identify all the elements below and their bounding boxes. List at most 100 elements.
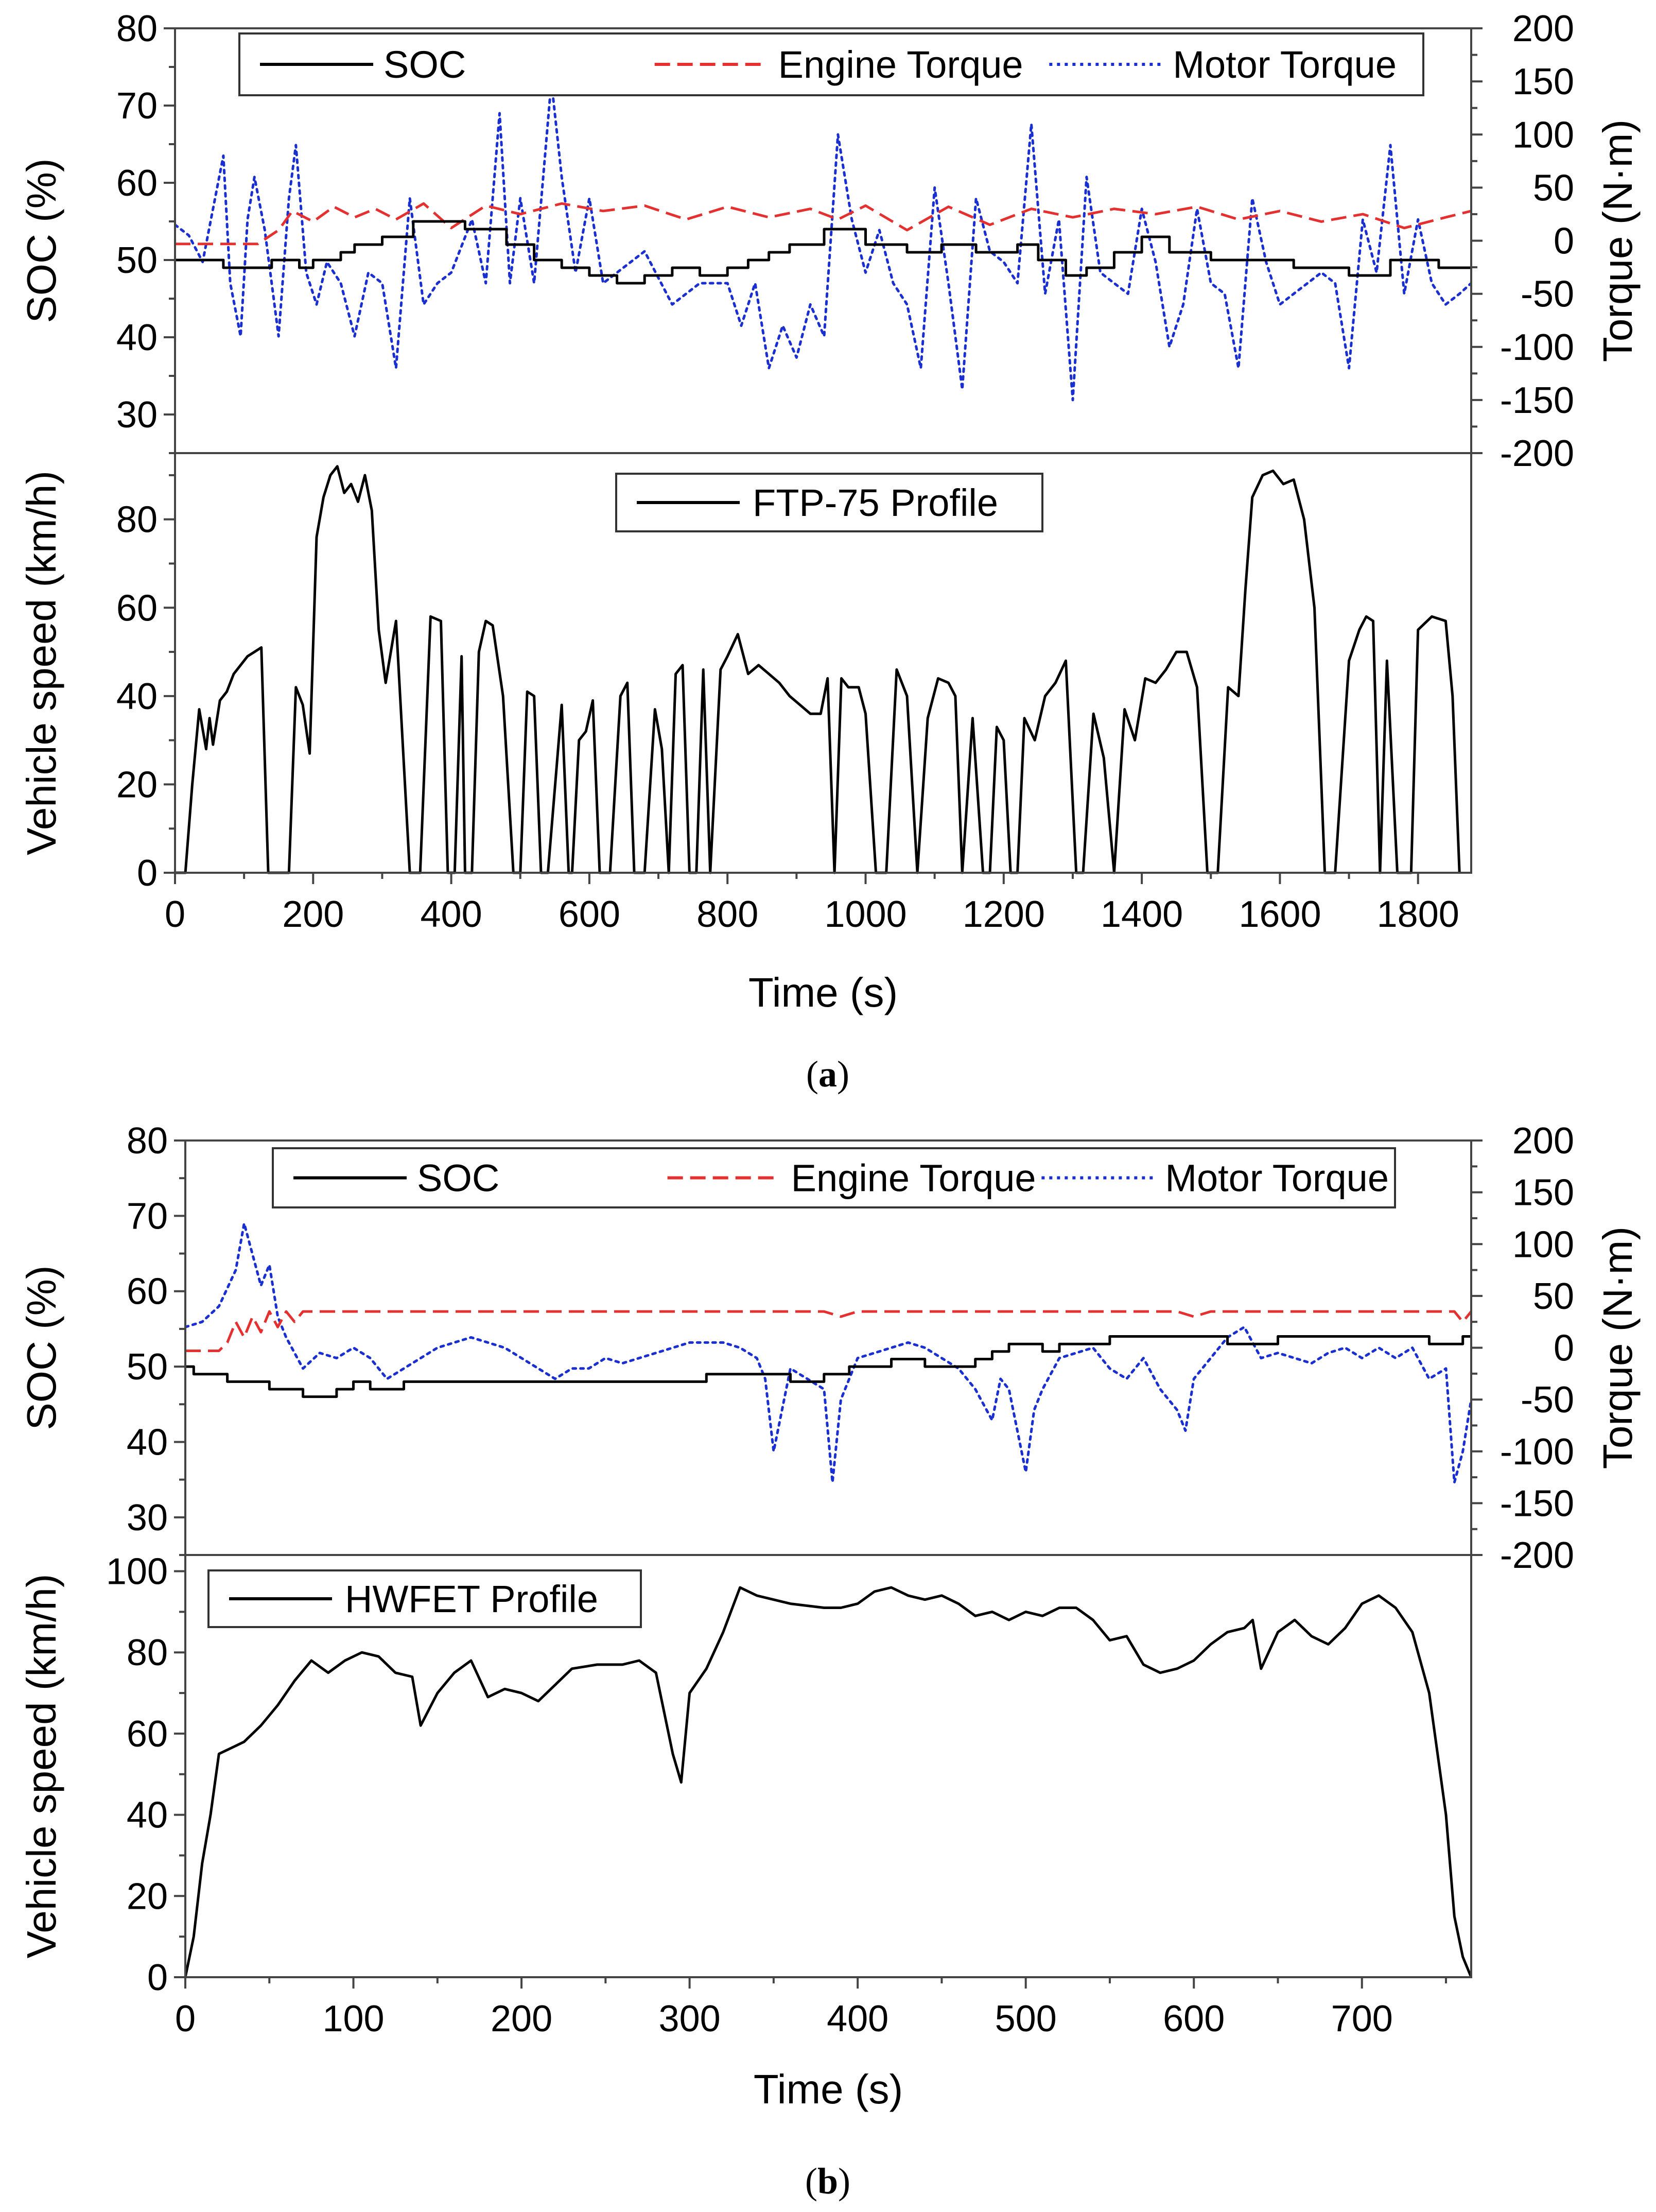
x-tick-label: 0: [165, 894, 185, 935]
torque-tick-label: -150: [1500, 380, 1574, 421]
torque-tick-label: -50: [1521, 1379, 1574, 1421]
x-tick-label: 1600: [1239, 894, 1321, 935]
soc-tick-label: 50: [116, 240, 158, 281]
bottom-series-group: [175, 465, 1461, 874]
soc-axis-title: SOC (%): [19, 159, 64, 323]
torque-axis-title: Torque (N·m): [1595, 119, 1641, 362]
chart-panel-b: 0 100 200 300 400 500 600 700304050607080-200-1…: [19, 1120, 1641, 2202]
legend-label: Motor Torque: [1165, 1157, 1389, 1200]
x-tick-label: 800: [696, 894, 758, 935]
panel-caption: (b): [805, 2161, 850, 2202]
x-tick-label: 1800: [1377, 894, 1459, 935]
x-tick-label: 500: [995, 1998, 1057, 2040]
speed-axis-title: Vehicle speed (km/h): [19, 1574, 64, 1958]
series-engine-torque: [185, 1310, 1471, 1352]
torque-tick-label: 200: [1512, 8, 1574, 49]
speed-tick-label: 0: [137, 853, 158, 894]
soc-tick-label: 60: [127, 1271, 168, 1312]
speed-tick-label: 20: [127, 1876, 168, 1917]
soc-tick-label: 30: [116, 394, 158, 436]
torque-tick-label: -200: [1500, 433, 1574, 474]
torque-tick-label: 150: [1512, 61, 1574, 102]
bottom-plot-frame: [184, 1554, 1472, 1978]
series-speed-profile: [175, 465, 1461, 874]
soc-tick-label: 80: [127, 1120, 168, 1162]
speed-tick-label: 80: [127, 1632, 168, 1673]
speed-tick-label: 40: [116, 676, 158, 717]
soc-tick-label: 70: [116, 85, 158, 127]
speed-tick-label: 60: [127, 1714, 168, 1755]
x-axis-title: Time (s): [754, 2066, 903, 2112]
soc-tick-label: 30: [127, 1497, 168, 1539]
soc-tick-label: 50: [127, 1346, 168, 1388]
series-soc: [175, 220, 1471, 285]
x-tick-label: 300: [659, 1998, 721, 2040]
soc-axis-title: SOC (%): [19, 1266, 64, 1430]
bottom-plot-frame: [174, 452, 1472, 874]
torque-tick-label: 200: [1512, 1120, 1574, 1162]
caption-paren: (: [806, 1053, 818, 1095]
caption-letter: b: [817, 2161, 838, 2202]
speed-tick-label: 100: [106, 1551, 168, 1593]
torque-tick-label: 50: [1533, 1276, 1574, 1317]
speed-tick-label: 40: [127, 1795, 168, 1836]
speed-tick-label: 0: [147, 1957, 168, 1998]
soc-tick-label: 40: [116, 317, 158, 358]
caption-letter: a: [818, 1053, 837, 1095]
torque-tick-label: -100: [1500, 1431, 1574, 1473]
x-tick-label: 400: [827, 1998, 888, 2040]
panel-caption: (a): [806, 1053, 849, 1095]
torque-tick-label: 0: [1554, 1328, 1574, 1369]
x-tick-label: 400: [421, 894, 482, 935]
series-motor-torque: [175, 80, 1471, 402]
legend-label: Engine Torque: [791, 1157, 1036, 1200]
soc-tick-label: 80: [116, 8, 158, 49]
bottom-series-group: [185, 1586, 1471, 1978]
legend-label-speed: FTP-75 Profile: [753, 481, 998, 524]
top-series-group: [175, 80, 1471, 402]
legend-label-speed: HWFET Profile: [345, 1578, 598, 1620]
soc-tick-label: 60: [116, 163, 158, 204]
torque-tick-label: 100: [1512, 114, 1574, 155]
legend-label: SOC: [384, 43, 466, 86]
chart-panel-a: 0 200 400 600 800 1000 1200 1400 1600 18003040506…: [19, 8, 1641, 1095]
x-tick-label: 0: [175, 1998, 196, 2040]
series-speed-profile: [185, 1586, 1471, 1978]
caption-paren: ): [838, 2161, 850, 2202]
caption-paren: (: [805, 2161, 817, 2202]
x-tick-label: 600: [1163, 1998, 1225, 2040]
torque-tick-label: 100: [1512, 1224, 1574, 1265]
x-tick-label: 200: [282, 894, 344, 935]
speed-tick-label: 60: [116, 587, 158, 629]
soc-tick-label: 70: [127, 1196, 168, 1237]
legend-label: SOC: [417, 1157, 499, 1200]
speed-tick-label: 20: [116, 764, 158, 805]
x-tick-label: 200: [491, 1998, 552, 2040]
series-motor-torque: [185, 1222, 1471, 1484]
torque-tick-label: -100: [1500, 327, 1574, 368]
torque-tick-label: 150: [1512, 1172, 1574, 1214]
torque-tick-label: 50: [1533, 167, 1574, 209]
legend-label: Engine Torque: [778, 43, 1023, 86]
speed-tick-label: 80: [116, 499, 158, 541]
torque-tick-label: 0: [1554, 221, 1574, 262]
legend-label: Motor Torque: [1173, 43, 1397, 86]
legend-box: [238, 32, 1424, 96]
x-tick-label: 1000: [824, 894, 907, 935]
series-soc: [185, 1335, 1471, 1398]
torque-tick-label: -150: [1500, 1483, 1574, 1524]
x-tick-label: 100: [322, 1998, 384, 2040]
x-tick-label: 1400: [1101, 894, 1183, 935]
x-tick-label: 1200: [963, 894, 1045, 935]
x-axis-title: Time (s): [748, 970, 898, 1015]
torque-axis-title: Torque (N·m): [1595, 1226, 1641, 1469]
soc-tick-label: 40: [127, 1422, 168, 1463]
torque-tick-label: -200: [1500, 1535, 1574, 1576]
torque-tick-label: -50: [1521, 274, 1574, 315]
speed-axis-title: Vehicle speed (km/h): [19, 471, 64, 855]
x-tick-label: 700: [1331, 1998, 1393, 2040]
top-series-group: [185, 1222, 1471, 1484]
caption-paren: ): [837, 1053, 849, 1095]
legend-box: [272, 1147, 1396, 1208]
